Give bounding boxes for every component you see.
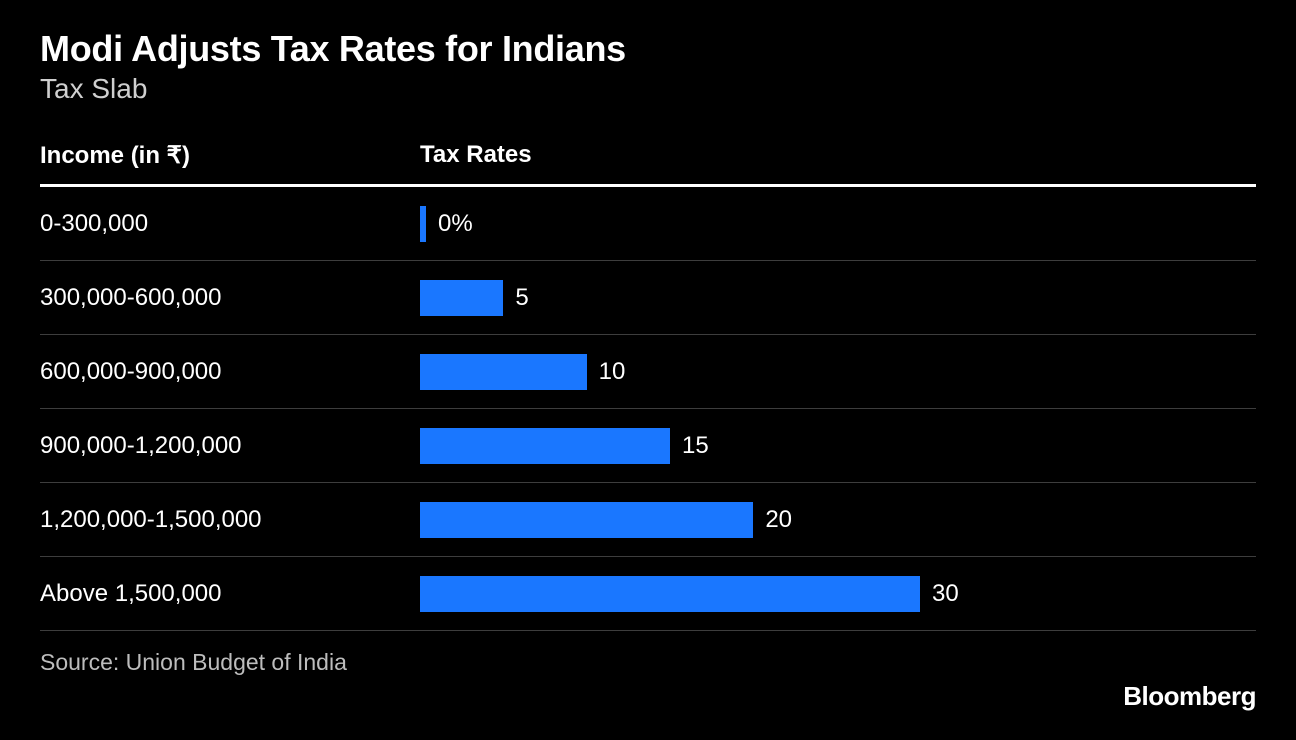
bar-label: 15 <box>682 432 709 460</box>
table-row: Above 1,500,000 30 <box>40 557 1256 631</box>
table-row: 300,000-600,000 5 <box>40 261 1256 335</box>
table-row: 1,200,000-1,500,000 20 <box>40 483 1256 557</box>
table-header-row: Income (in ₹) Tax Rates <box>40 141 1256 187</box>
bar-label: 10 <box>599 358 626 386</box>
table-row: 600,000-900,000 10 <box>40 335 1256 409</box>
income-cell: 1,200,000-1,500,000 <box>40 506 420 534</box>
income-cell: 600,000-900,000 <box>40 358 420 386</box>
table-body: 0-300,000 0% 300,000-600,000 5 600,000-900,0… <box>40 187 1256 631</box>
brand-logo: Bloomberg <box>1123 681 1256 712</box>
income-cell: 0-300,000 <box>40 210 420 238</box>
bar <box>420 280 503 316</box>
header-rates: Tax Rates <box>420 141 1256 170</box>
bar <box>420 206 426 242</box>
bar-label: 20 <box>765 506 792 534</box>
bar-label: 0% <box>438 210 473 238</box>
source-text: Source: Union Budget of India <box>40 649 1256 676</box>
table-row: 0-300,000 0% <box>40 187 1256 261</box>
bar-cell: 15 <box>420 428 1256 464</box>
bar-cell: 30 <box>420 576 1256 612</box>
chart-subtitle: Tax Slab <box>40 73 1256 105</box>
bar-cell: 0% <box>420 206 1256 242</box>
income-cell: 900,000-1,200,000 <box>40 432 420 460</box>
income-cell: Above 1,500,000 <box>40 580 420 608</box>
bar <box>420 428 670 464</box>
bar <box>420 354 587 390</box>
chart-container: Modi Adjusts Tax Rates for Indians Tax S… <box>0 0 1296 740</box>
bar-cell: 10 <box>420 354 1256 390</box>
table-row: 900,000-1,200,000 15 <box>40 409 1256 483</box>
bar-label: 5 <box>515 284 528 312</box>
header-income: Income (in ₹) <box>40 141 420 170</box>
bar-label: 30 <box>932 580 959 608</box>
chart-title: Modi Adjusts Tax Rates for Indians <box>40 28 1256 69</box>
bar-cell: 5 <box>420 280 1256 316</box>
income-cell: 300,000-600,000 <box>40 284 420 312</box>
bar <box>420 502 753 538</box>
bar-cell: 20 <box>420 502 1256 538</box>
bar <box>420 576 920 612</box>
